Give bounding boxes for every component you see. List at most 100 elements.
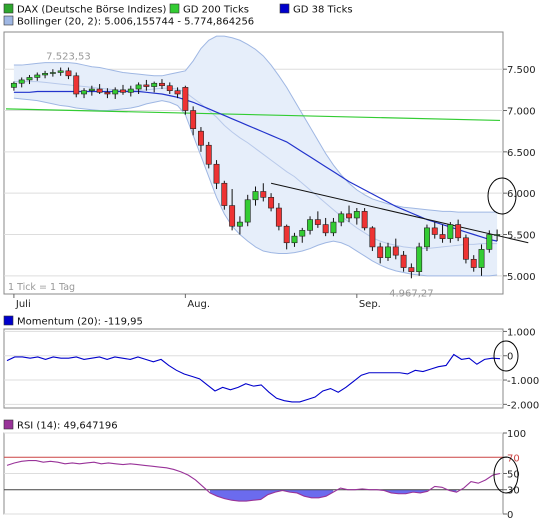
candle — [322, 217, 329, 237]
candle — [57, 67, 64, 76]
candle-body-down — [400, 254, 407, 268]
candle-body-up — [26, 77, 33, 81]
annotation-label: 7.523,53 — [46, 51, 91, 62]
candle — [416, 242, 423, 276]
legend-swatch-3 — [3, 15, 14, 26]
candle — [96, 84, 103, 94]
candle — [244, 194, 251, 227]
candle-body-down — [462, 237, 469, 260]
main-ytick-label: 7.500 — [507, 65, 536, 76]
candle — [431, 222, 438, 239]
rsi-highlight-circle — [493, 456, 519, 494]
candle-body-down — [470, 258, 477, 268]
candle-body-up — [88, 88, 95, 91]
candle-body-up — [112, 89, 119, 95]
tick-note: 1 Tick = 1 Tag — [8, 282, 75, 293]
highlight-circle — [487, 177, 517, 215]
candle-body-up — [42, 73, 49, 76]
candle-body-down — [322, 224, 329, 234]
candle — [49, 69, 56, 77]
candle — [88, 85, 95, 96]
candle-body-up — [291, 235, 298, 244]
candle-body-up — [81, 90, 87, 95]
annotation-label: 4.967,27 — [389, 289, 434, 300]
candle-body-down — [392, 246, 399, 256]
candle-body-up — [494, 234, 501, 236]
rsi-legend-swatch — [3, 419, 14, 430]
rsi-oversold-fill — [384, 489, 428, 494]
candle-body-up — [416, 246, 423, 272]
candle — [260, 183, 267, 202]
main-xtick-label: Aug. — [187, 299, 210, 310]
legend-swatch-0 — [3, 3, 14, 14]
candle — [174, 87, 181, 99]
candle — [18, 77, 25, 88]
rsi-ytick-label: 0 — [507, 510, 513, 521]
rsi-ytick-label: 30 — [507, 486, 520, 497]
momentum-highlight-circle — [493, 340, 519, 372]
candle-body-down — [182, 87, 189, 111]
candle — [424, 224, 430, 252]
rsi-panel: RSI (14): 49,647196 100 70 50 30 0 — [3, 419, 526, 521]
candle — [42, 70, 49, 79]
candle — [135, 82, 142, 94]
candle-body-down — [197, 130, 204, 146]
candle-body-down — [408, 267, 415, 272]
candle-body-down — [455, 224, 462, 239]
candle — [361, 208, 368, 231]
candle-body-down — [120, 89, 126, 93]
candle-body-up — [244, 199, 251, 223]
candle-body-up — [307, 219, 314, 231]
candle — [65, 67, 72, 80]
legend-label-2: GD 38 Ticks — [293, 5, 353, 16]
candle-body-up — [135, 84, 142, 90]
candle — [104, 88, 111, 99]
candle-body-down — [104, 92, 111, 95]
main-ytick-label: 6.500 — [507, 148, 536, 159]
candle — [275, 203, 282, 231]
candle-body-down — [205, 144, 212, 165]
candle-body-down — [361, 211, 368, 229]
candle-body-down — [268, 196, 275, 209]
candle-body-down — [73, 75, 80, 95]
bollinger-upper-line — [13, 35, 498, 213]
bollinger-lower-line — [13, 97, 498, 277]
candle-body-up — [330, 221, 337, 234]
candle — [377, 242, 384, 264]
candle-body-down — [439, 234, 446, 239]
candle — [81, 88, 87, 99]
candle-body-up — [353, 211, 360, 219]
candle-body-up — [447, 224, 454, 239]
rsi-line — [6, 459, 501, 502]
candle-body-down — [346, 213, 352, 219]
rsi-ytick-label: 100 — [507, 429, 526, 440]
candle — [221, 180, 228, 210]
candle — [299, 227, 306, 243]
candle-body-down — [213, 163, 220, 184]
main-price-panel: DAX (Deutsche Börse Indizes) GD 200 Ticks… — [3, 3, 536, 310]
legend-swatch-1 — [169, 3, 180, 14]
rsi-oversold-fill — [210, 489, 334, 502]
momentum-ytick-label: 0 — [507, 352, 513, 363]
main-xtick-label: Sep. — [359, 299, 381, 310]
candle — [385, 242, 391, 261]
main-ytick-label: 6.000 — [507, 189, 536, 200]
rsi-ytick-label: 70 — [507, 453, 520, 464]
candle — [478, 244, 485, 276]
candle — [486, 230, 493, 253]
candle — [314, 211, 321, 228]
candle-body-up — [34, 74, 41, 78]
rsi-ytick-label: 50 — [507, 470, 520, 481]
candle — [34, 72, 41, 81]
candle-body-up — [10, 82, 17, 88]
rsi-legend-label: RSI (14): 49,647196 — [17, 421, 118, 432]
candle — [73, 72, 80, 98]
candle-body-down — [143, 84, 150, 87]
candle — [330, 217, 337, 237]
candle — [127, 85, 134, 97]
candle — [252, 186, 259, 206]
candle — [408, 263, 415, 279]
trendline — [270, 182, 529, 244]
candle — [10, 81, 17, 91]
